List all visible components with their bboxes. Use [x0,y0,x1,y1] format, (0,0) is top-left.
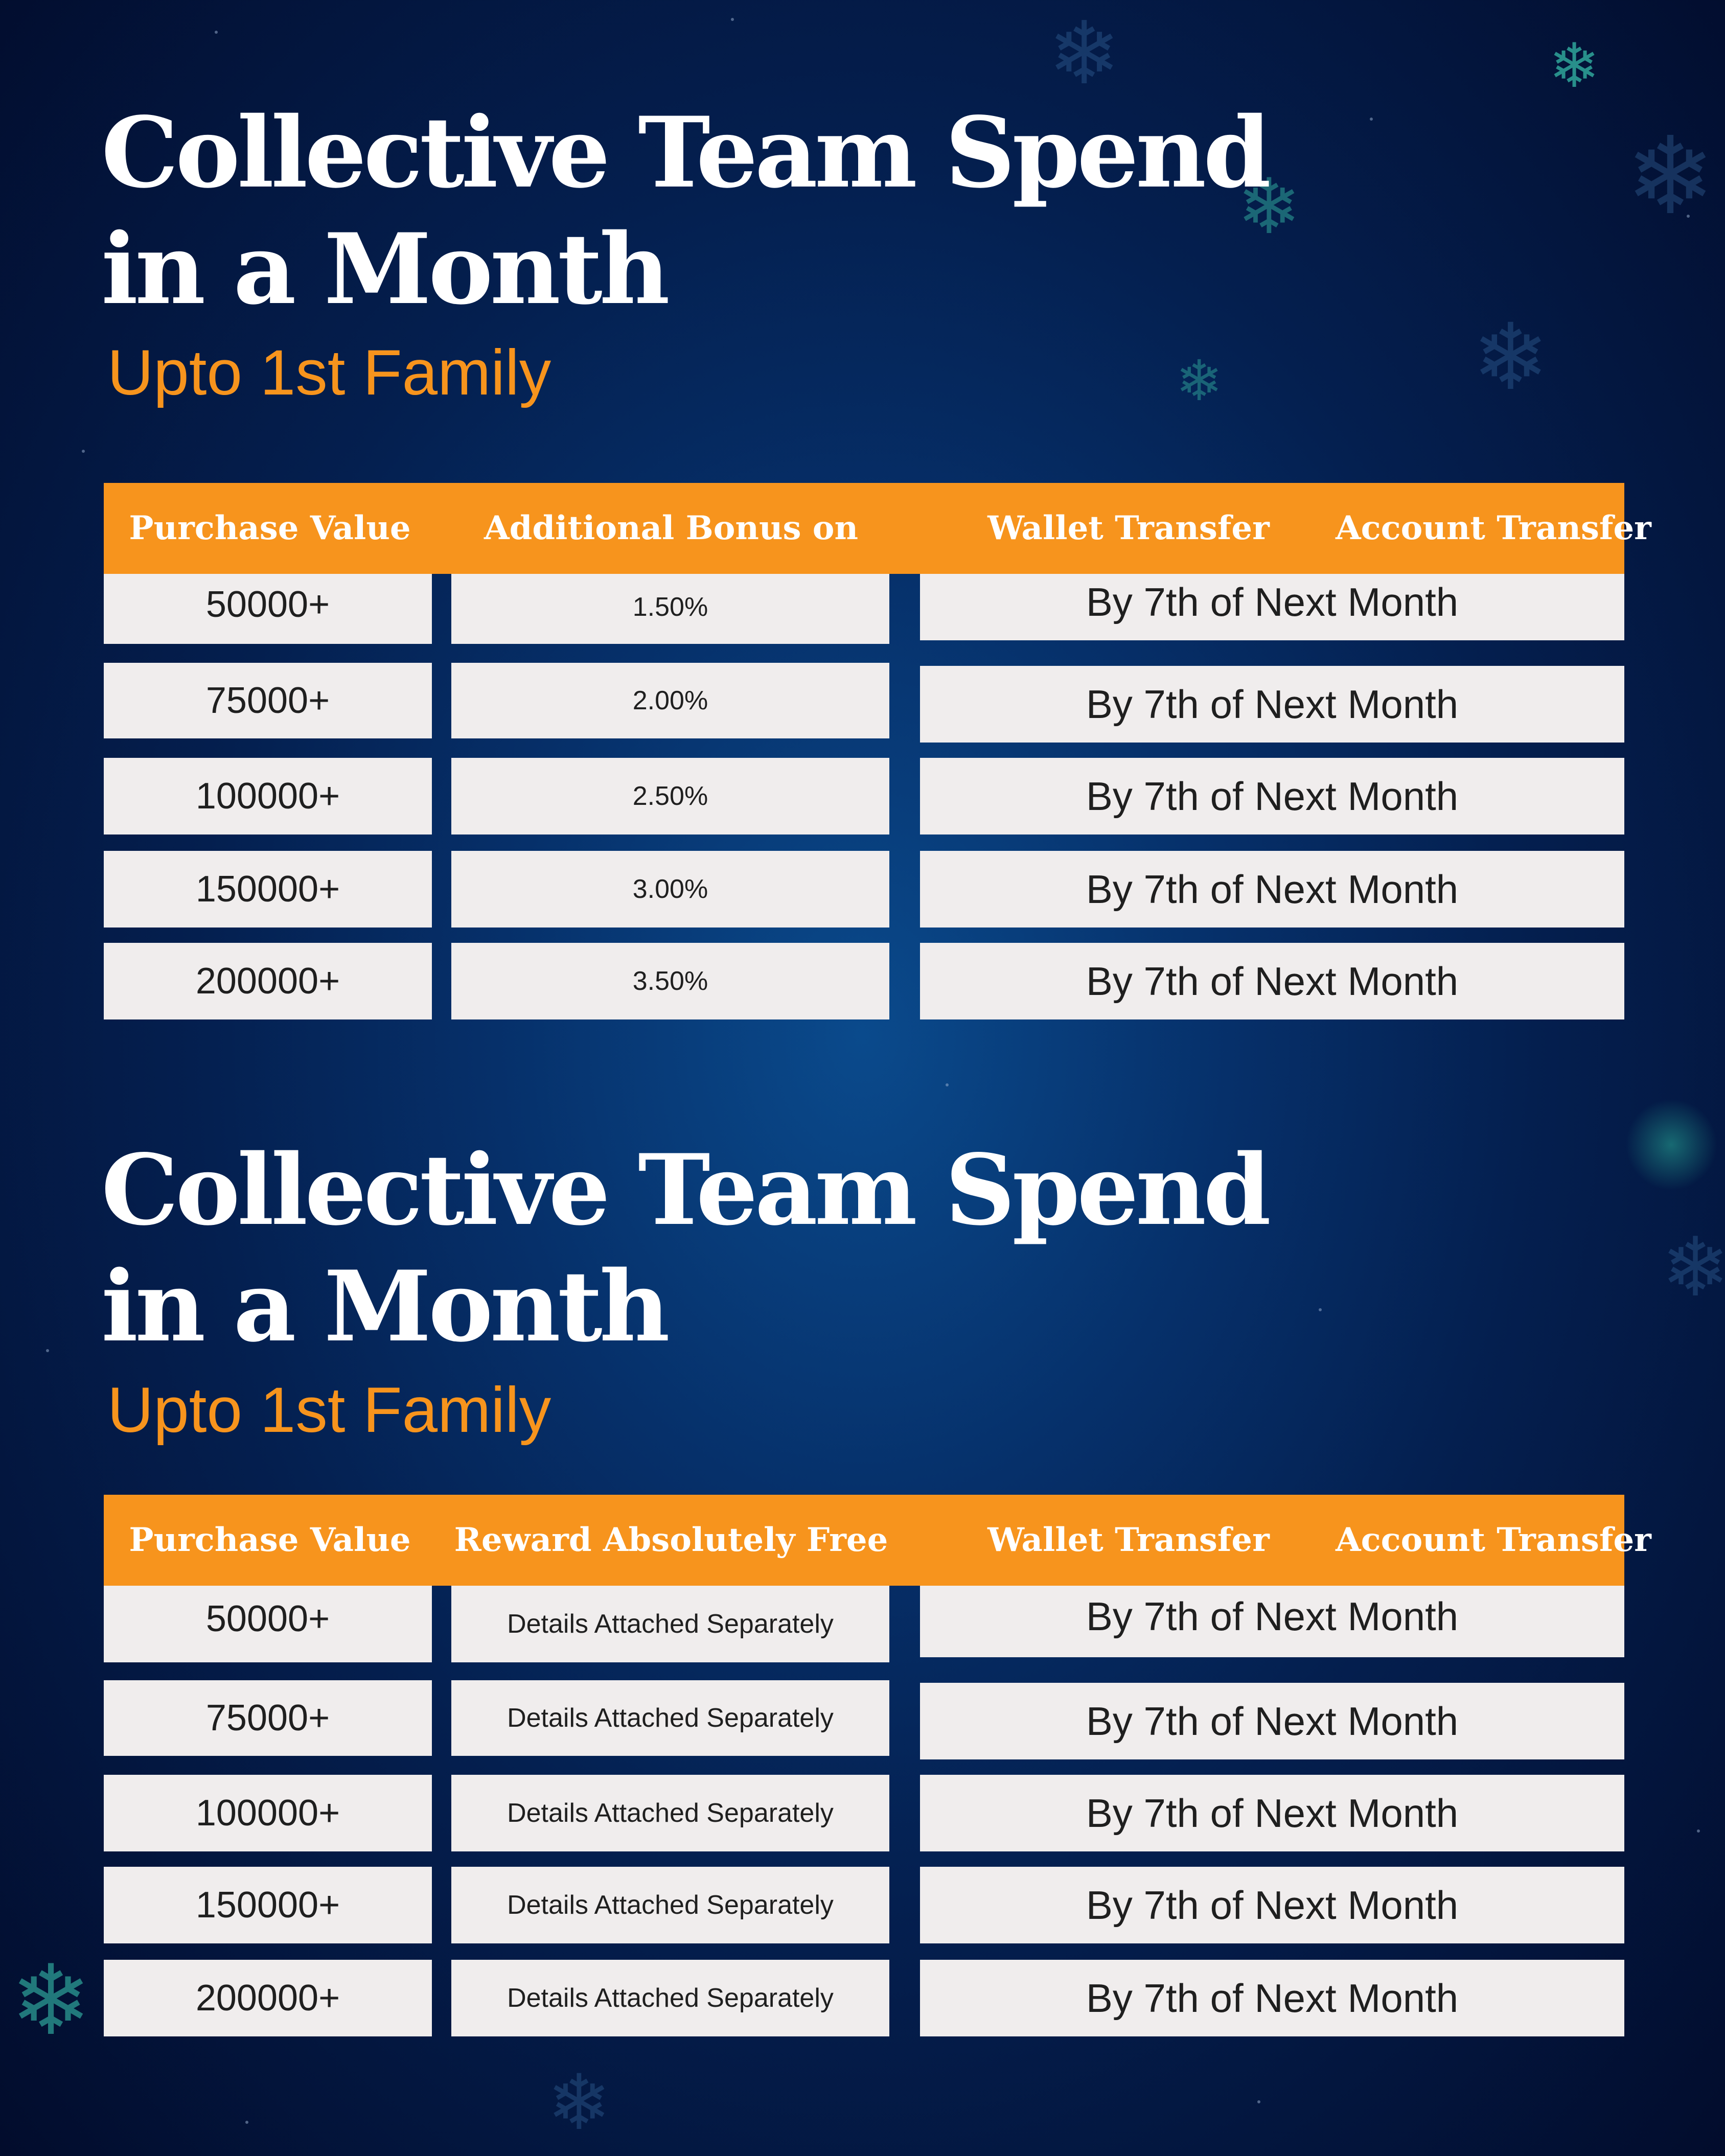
title-line-1: Collective Team Spend [101,96,1271,210]
purchase-value-cell: 100000+ [104,1775,432,1851]
bonus-cell: 3.50% [451,943,889,1019]
section-title: Collective Team Spend in a Month [101,1132,1271,1365]
transfer-cell: By 7th of Next Month [920,1775,1624,1851]
purchase-value-cell: 50000+ [104,574,432,644]
header-purchase-value: Purchase Value [129,509,411,547]
header-purchase-value: Purchase Value [129,1521,411,1559]
header-account-transfer: Account Transfer [1336,509,1651,547]
transfer-cell: By 7th of Next Month [920,1586,1624,1657]
transfer-cell: By 7th of Next Month [920,758,1624,834]
snowflake-icon: ❄ [1549,31,1600,102]
header-account-transfer: Account Transfer [1336,1521,1651,1559]
transfer-cell: By 7th of Next Month [920,943,1624,1019]
table-header: Purchase Value Additional Bonus on Walle… [104,483,1651,574]
reward-section: Collective Team Spend in a Month Upto 1st… [0,1037,1725,2059]
title-line-2: in a Month [101,212,670,326]
bonus-cell: 2.50% [451,758,889,834]
header-wallet-transfer: Wallet Transfer [987,1521,1270,1559]
bonus-section: Collective Team Spend in a Month Upto 1st… [0,0,1725,1022]
section-title: Collective Team Spend in a Month [101,95,1271,328]
title-line-2: in a Month [101,1249,670,1363]
reward-cell: Details Attached Separately [451,1960,889,2036]
purchase-value-cell: 200000+ [104,943,432,1019]
bonus-cell: 2.00% [451,663,889,738]
title-line-1: Collective Team Spend [101,1133,1271,1247]
table-header: Purchase Value Reward Absolutely Free Wa… [104,1495,1651,1586]
purchase-value-cell: 200000+ [104,1960,432,2036]
purchase-value-cell: 75000+ [104,663,432,738]
transfer-cell: By 7th of Next Month [920,1683,1624,1759]
snowflake-icon: ❄ [547,2058,611,2147]
header-additional-bonus: Additional Bonus on [484,509,858,547]
snowflake-icon: ❄ [1237,163,1301,251]
snowflake-icon: ❄ [1661,1219,1725,1315]
bonus-cell: 1.50% [451,574,889,644]
reward-cell: Details Attached Separately [451,1867,889,1943]
purchase-value-cell: 150000+ [104,851,432,928]
purchase-value-cell: 50000+ [104,1586,432,1662]
snowflake-icon: ❄ [1048,3,1121,104]
transfer-cell: By 7th of Next Month [920,851,1624,928]
purchase-value-cell: 150000+ [104,1867,432,1943]
snowflake-icon: ❄ [1625,113,1715,239]
section-subtitle: Upto 1st Family [107,1375,551,1446]
transfer-cell: By 7th of Next Month [920,1867,1624,1943]
purchase-value-cell: 100000+ [104,758,432,834]
header-reward-free: Reward Absolutely Free [454,1521,888,1559]
light-glow [1625,1099,1717,1191]
reward-cell: Details Attached Separately [451,1680,889,1756]
snowflake-icon: ❄ [1176,348,1223,413]
header-wallet-transfer: Wallet Transfer [987,509,1270,547]
snowflake-icon: ❄ [1472,304,1549,411]
snowflake-icon: ❄ [10,1944,92,2057]
transfer-cell: By 7th of Next Month [920,574,1624,640]
purchase-value-cell: 75000+ [104,1680,432,1756]
transfer-cell: By 7th of Next Month [920,1960,1624,2036]
transfer-cell: By 7th of Next Month [920,666,1624,743]
bonus-cell: 3.00% [451,851,889,928]
reward-cell: Details Attached Separately [451,1775,889,1851]
reward-cell: Details Attached Separately [451,1586,889,1662]
section-subtitle: Upto 1st Family [107,337,551,408]
